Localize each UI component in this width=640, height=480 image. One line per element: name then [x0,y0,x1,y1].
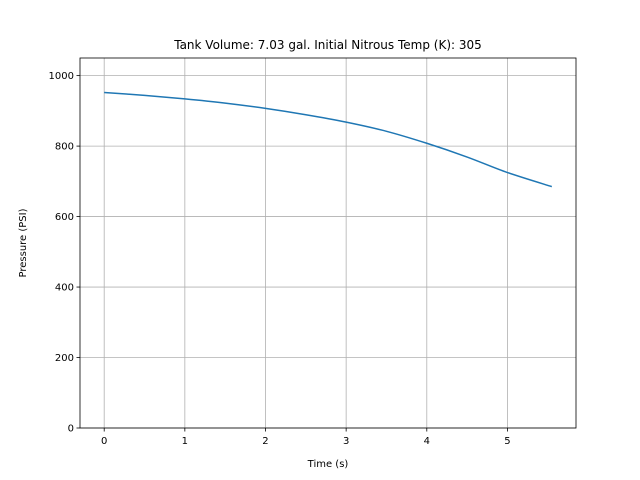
x-tick-label: 3 [343,436,349,447]
x-tick-label: 5 [504,436,510,447]
chart-title: Tank Volume: 7.03 gal. Initial Nitrous T… [173,38,482,52]
x-axis-label: Time (s) [307,459,349,470]
grid-layer [80,58,576,429]
series-layer [104,91,553,188]
x-tick-label: 4 [424,436,430,447]
y-tick-label: 0 [68,424,74,435]
y-tick-label: 1000 [49,71,74,82]
y-axis: 0 200 400 600 800 1000 [49,71,80,435]
plot-frame [79,57,577,429]
y-tick-label: 600 [55,212,74,223]
x-tick-label: 1 [182,436,188,447]
y-axis-label: Pressure (PSI) [18,208,29,277]
y-tick-label: 200 [55,353,74,364]
pressure-series-line [104,91,553,188]
x-tick-label: 2 [262,436,268,447]
y-tick-label: 800 [55,142,74,153]
x-tick-label: 0 [101,436,107,447]
y-tick-label: 400 [55,283,74,294]
x-axis: 0 1 2 3 4 5 [101,428,511,447]
